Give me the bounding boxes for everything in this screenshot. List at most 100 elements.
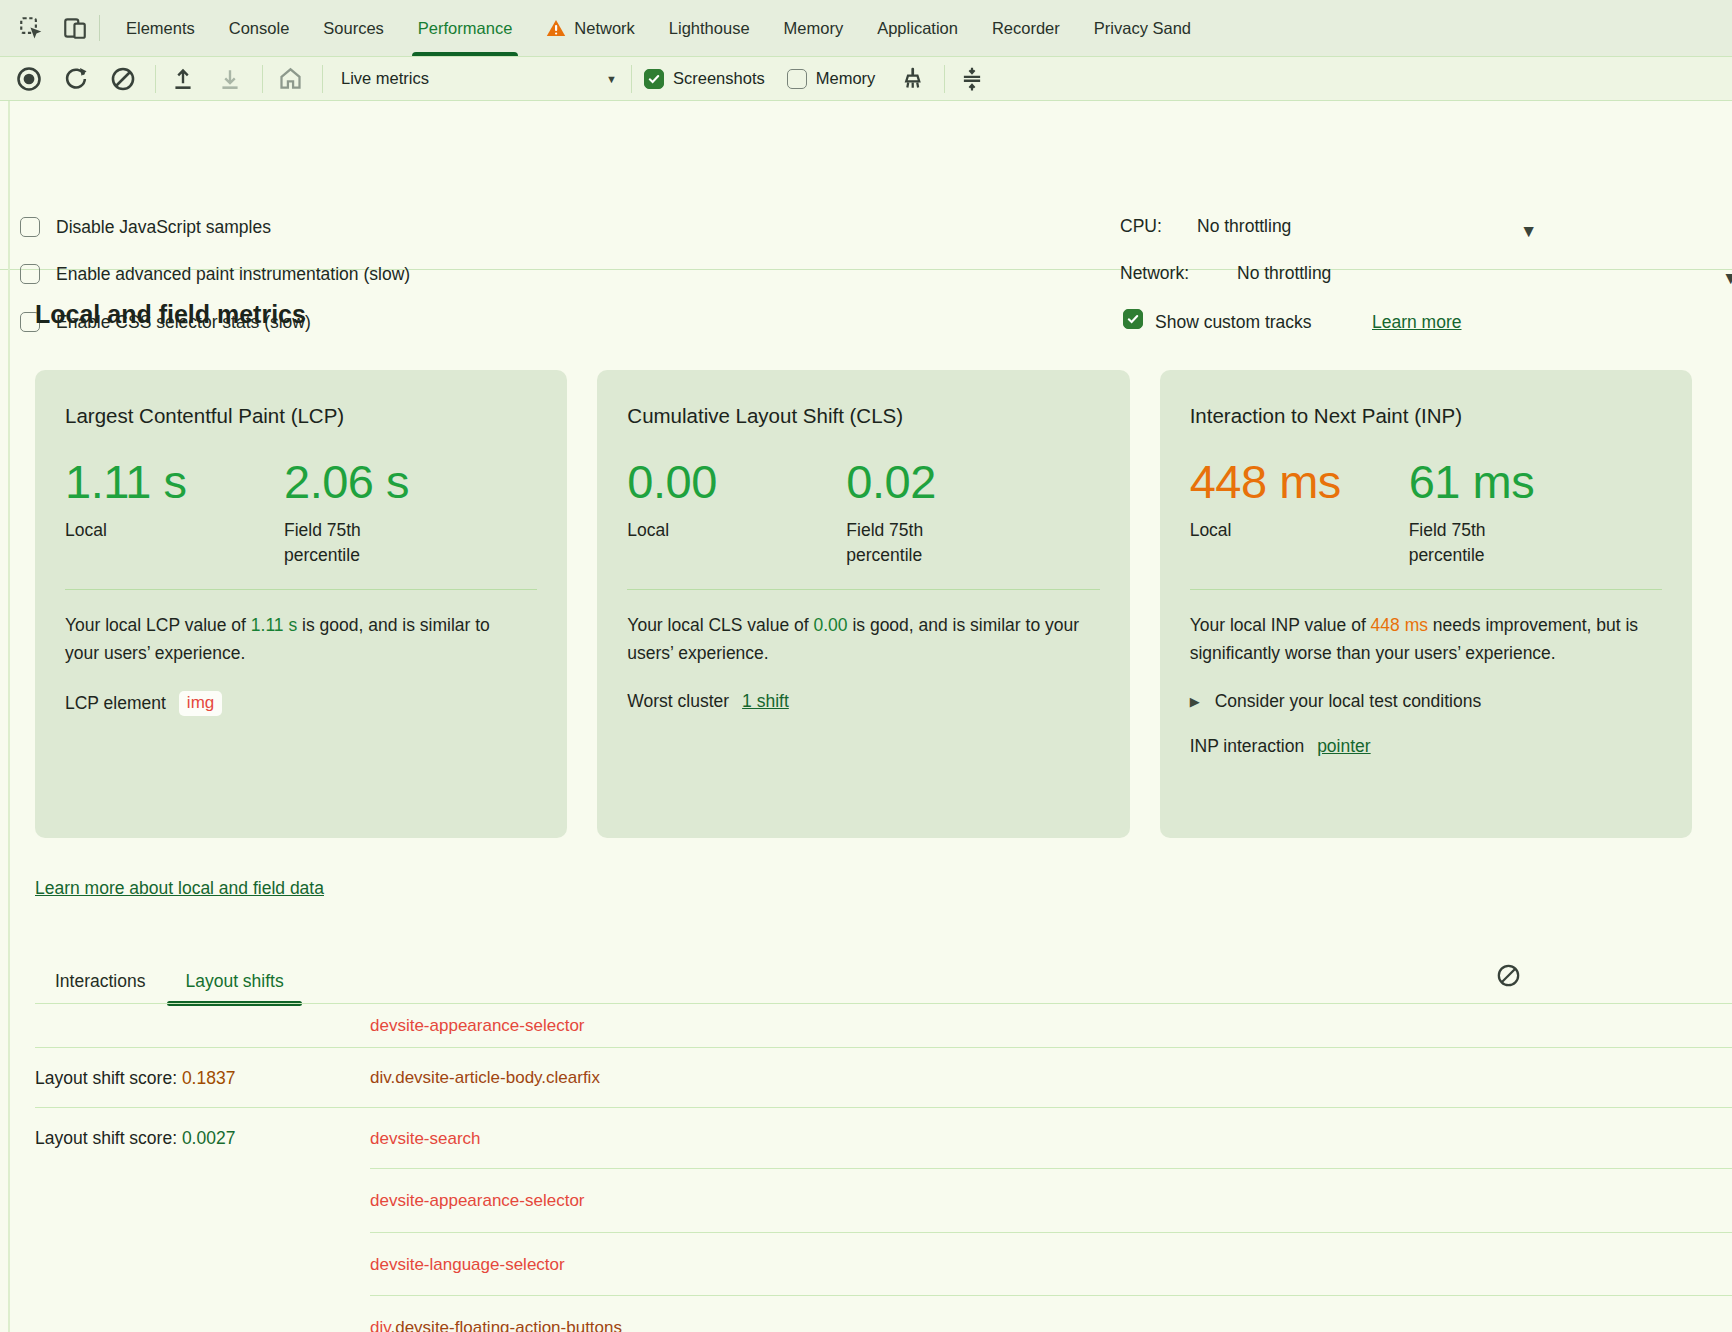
inp-interaction-link[interactable]: pointer [1317,736,1371,757]
upload-profile-icon[interactable] [168,64,198,94]
cls-field-label: Field 75th percentile [846,518,971,567]
desc-text: Your local CLS value of [627,615,813,635]
clear-icon[interactable] [108,64,138,94]
cls-local-label: Local [627,518,752,543]
cls-field-block: 0.02 Field 75th percentile [846,454,1065,567]
inp-field-block: 61 ms Field 75th percentile [1409,454,1628,567]
tab-label: Console [229,19,290,38]
cpu-throttle-select[interactable]: No throttling [1197,216,1291,237]
inp-card-title: Interaction to Next Paint (INP) [1190,404,1662,428]
disable-js-samples-row[interactable]: Disable JavaScript samples [20,213,271,241]
tab-console[interactable]: Console [212,0,307,56]
inp-consider-disclosure[interactable]: ▶ Consider your local test conditions [1190,691,1662,712]
shift-node-link[interactable]: devsite-language-selector [370,1255,565,1275]
devtools-performance-panel: { "colors": { "accent_green": "#177d33",… [0,0,1732,1332]
chevron-down-icon[interactable]: ▼ [1520,221,1537,242]
toolbar-divider [944,65,945,93]
shift-node-link[interactable]: devsite-appearance-selector [370,1016,585,1036]
live-metrics-dropdown[interactable]: Live metrics ▼ [341,69,617,88]
inp-local-label: Local [1190,518,1315,543]
worst-cluster-link[interactable]: 1 shift [742,691,789,712]
performance-toolbar: Live metrics ▼ Screenshots Memory [0,57,1732,101]
screenshots-toggle[interactable]: Screenshots [644,69,765,89]
device-toolbar-icon[interactable] [60,13,90,43]
log-tabs: Interactions Layout shifts [35,958,304,1004]
tab-label: Application [877,19,958,38]
shift-node-link[interactable]: devsite-search [370,1129,481,1149]
tab-label: Sources [323,19,384,38]
network-warning-icon [546,19,566,37]
tab-label: Recorder [992,19,1060,38]
tab-label: Elements [126,19,195,38]
card-divider [1190,589,1662,590]
selector-text: .devsite-floating-action-buttons [390,1318,622,1332]
tab-memory[interactable]: Memory [767,0,861,56]
cls-field-value: 0.02 [846,454,1065,509]
score-label: Layout shift score: [35,1128,182,1148]
tab-network[interactable]: Network [529,0,652,56]
home-icon[interactable] [275,64,305,94]
tab-sources[interactable]: Sources [306,0,401,56]
layout-shift-row[interactable]: Layout shift score: 0.1837 div.devsite-a… [35,1048,1732,1108]
local-field-metrics-heading: Local and field metrics [35,300,306,329]
memory-checkbox[interactable] [787,69,807,89]
lcp-element-node-link[interactable]: img [179,691,222,716]
collapse-panel-icon[interactable] [957,64,987,94]
inp-field-label: Field 75th percentile [1409,518,1534,567]
inp-local-block: 448 ms Local [1190,454,1409,567]
tab-label: Privacy Sand [1094,19,1191,38]
lcp-field-label: Field 75th percentile [284,518,409,567]
lcp-field-block: 2.06 s Field 75th percentile [284,454,503,567]
inp-description: Your local INP value of 448 ms needs imp… [1190,611,1642,667]
reload-record-icon[interactable] [61,64,91,94]
layout-shift-row[interactable]: devsite-appearance-selector [35,1169,1732,1233]
shift-node-link[interactable]: devsite-appearance-selector [370,1191,585,1211]
screenshots-label: Screenshots [673,69,765,88]
score-label: Layout shift score: [35,1068,182,1088]
screenshots-checkbox[interactable] [644,69,664,89]
shift-score: Layout shift score: 0.1837 [35,1068,370,1089]
tab-layout-shifts[interactable]: Layout shifts [165,958,303,1004]
shift-node-link[interactable]: div.devsite-article-body.clearfix [370,1068,600,1088]
toolbar-divider [631,65,632,93]
layout-shift-row[interactable]: devsite-appearance-selector [35,1004,1732,1048]
tab-label: Layout shifts [185,971,283,992]
chevron-down-icon: ▼ [606,73,617,85]
tab-lighthouse[interactable]: Lighthouse [652,0,767,56]
tab-recorder[interactable]: Recorder [975,0,1077,56]
disable-js-samples-checkbox[interactable] [20,217,40,237]
garbage-collect-brush-icon[interactable] [897,64,927,94]
layout-shift-row[interactable]: devsite-language-selector [35,1233,1732,1296]
tab-privacy-sandbox[interactable]: Privacy Sand [1077,0,1208,56]
lcp-card: Largest Contentful Paint (LCP) 1.11 s Lo… [35,370,567,838]
tab-elements[interactable]: Elements [109,0,212,56]
shift-node-link[interactable]: div.devsite-floating-action-buttons [370,1318,622,1332]
inspect-element-icon[interactable] [16,13,46,43]
memory-label: Memory [816,69,876,88]
inp-values: 448 ms Local 61 ms Field 75th percentile [1190,454,1662,567]
toolbar-divider [155,65,156,93]
cls-card: Cumulative Layout Shift (CLS) 0.00 Local… [597,370,1129,838]
clear-log-icon[interactable] [1493,960,1523,990]
live-metrics-label: Live metrics [341,69,429,88]
lcp-local-value: 1.11 s [65,454,284,509]
tab-performance[interactable]: Performance [401,0,529,56]
toolbar-divider [262,65,263,93]
tabbar-divider [99,15,100,41]
toolbar-divider [322,65,323,93]
memory-toggle[interactable]: Memory [787,69,876,89]
tab-label: Memory [784,19,844,38]
score-value: 0.1837 [182,1068,236,1088]
tab-label: Lighthouse [669,19,750,38]
record-icon[interactable] [14,64,44,94]
local-field-data-learn-more-link[interactable]: Learn more about local and field data [35,878,324,899]
inp-card: Interaction to Next Paint (INP) 448 ms L… [1160,370,1692,838]
layout-shift-row[interactable]: Layout shift score: 0.0027 devsite-searc… [35,1108,1732,1169]
inp-interaction-row: INP interaction pointer [1190,736,1662,757]
tab-interactions[interactable]: Interactions [35,958,165,1004]
layout-shift-row[interactable]: div.devsite-floating-action-buttons [35,1296,1732,1332]
lcp-element-row: LCP element img [65,691,537,716]
download-profile-icon[interactable] [215,64,245,94]
cls-card-title: Cumulative Layout Shift (CLS) [627,404,1099,428]
tab-application[interactable]: Application [860,0,975,56]
